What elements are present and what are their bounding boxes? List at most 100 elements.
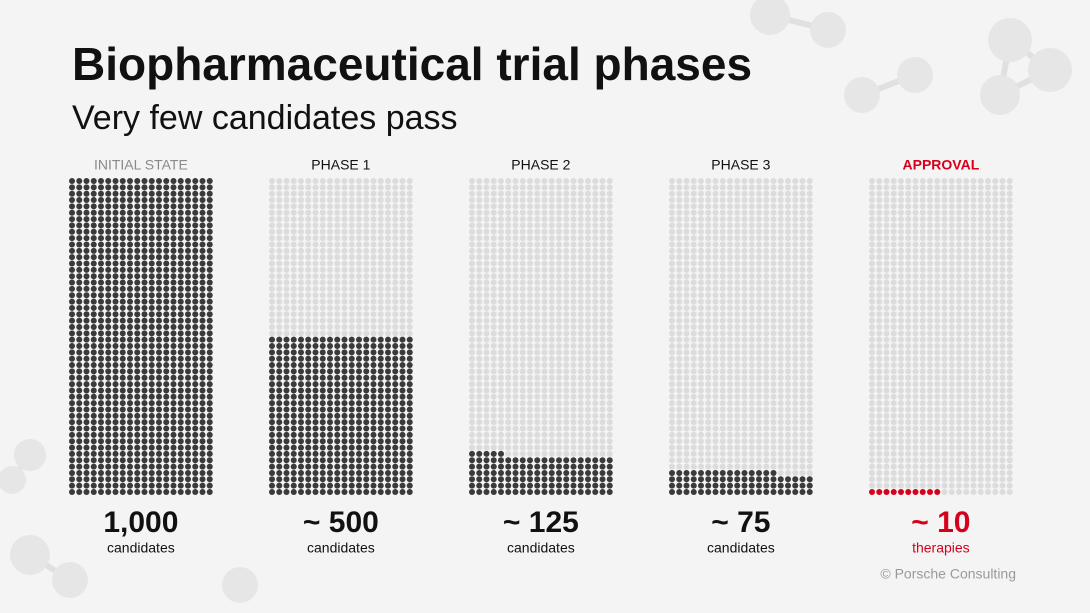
empty-dot (977, 381, 984, 388)
dot (69, 292, 75, 299)
dot (334, 469, 341, 476)
dot (269, 343, 275, 350)
empty-dot (799, 412, 806, 419)
empty-dot (476, 425, 483, 432)
empty-dot (934, 203, 941, 210)
dot (199, 482, 206, 489)
empty-dot (341, 241, 348, 248)
empty-dot (377, 285, 384, 292)
dot (177, 266, 184, 273)
empty-dot (748, 247, 755, 254)
empty-dot (956, 489, 962, 495)
empty-dot (556, 323, 562, 330)
dot (177, 381, 184, 388)
empty-dot (956, 292, 962, 299)
dot (90, 190, 97, 197)
empty-dot (505, 431, 512, 438)
empty-dot (363, 190, 370, 197)
empty-dot (392, 190, 399, 197)
empty-dot (392, 292, 399, 299)
empty-dot (519, 209, 526, 216)
empty-dot (592, 425, 599, 432)
dot (399, 450, 406, 457)
empty-dot (298, 330, 304, 337)
empty-dot (970, 400, 977, 407)
empty-dot (341, 235, 348, 242)
empty-dot (548, 273, 555, 280)
empty-dot (890, 216, 897, 223)
empty-dot (469, 228, 475, 235)
empty-dot (570, 431, 577, 438)
empty-dot (777, 260, 784, 267)
empty-dot (777, 247, 784, 254)
empty-dot (741, 254, 748, 261)
empty-dot (741, 450, 748, 457)
empty-dot (606, 444, 613, 451)
empty-dot (519, 450, 526, 457)
empty-dot (469, 260, 475, 267)
empty-dot (963, 203, 970, 210)
dot (141, 438, 148, 445)
dot (69, 400, 75, 407)
empty-dot (669, 311, 675, 318)
dot (606, 457, 613, 464)
empty-dot (756, 216, 762, 223)
empty-dot (727, 216, 733, 223)
empty-dot (592, 273, 599, 280)
empty-dot (399, 228, 406, 235)
empty-dot (705, 362, 712, 369)
empty-dot (592, 368, 599, 375)
empty-dot (298, 304, 304, 311)
dot (163, 489, 170, 495)
empty-dot (992, 241, 999, 248)
empty-dot (269, 298, 275, 305)
dot (98, 362, 104, 369)
empty-dot (490, 444, 497, 451)
dot (377, 469, 384, 476)
empty-dot (977, 292, 984, 299)
empty-dot (977, 444, 984, 451)
dot (119, 241, 126, 248)
empty-dot (527, 362, 533, 369)
empty-dot (512, 368, 519, 375)
dot (112, 298, 119, 305)
empty-dot (869, 190, 875, 197)
dot (327, 431, 333, 438)
empty-dot (469, 285, 475, 292)
dot (283, 482, 290, 489)
empty-dot (570, 343, 577, 350)
dot (392, 425, 399, 432)
dot (156, 203, 162, 210)
empty-dot (385, 266, 391, 273)
dot (577, 463, 584, 470)
empty-dot (977, 216, 984, 223)
dot (370, 482, 377, 489)
empty-dot (341, 292, 348, 299)
dot (177, 463, 184, 470)
dot (112, 197, 119, 204)
empty-dot (548, 197, 555, 204)
empty-dot (792, 406, 799, 413)
empty-dot (476, 400, 483, 407)
dot (83, 400, 90, 407)
empty-dot (734, 336, 741, 343)
dot (83, 419, 90, 426)
empty-dot (283, 260, 290, 267)
dot (727, 476, 733, 483)
dot (370, 362, 377, 369)
empty-dot (290, 330, 297, 337)
empty-dot (748, 463, 755, 470)
empty-dot (948, 469, 955, 476)
dot (585, 457, 591, 464)
empty-dot (541, 419, 548, 426)
empty-dot (512, 209, 519, 216)
empty-dot (948, 336, 955, 343)
dot (298, 393, 304, 400)
empty-dot (748, 393, 755, 400)
empty-dot (992, 355, 999, 362)
empty-dot (676, 393, 683, 400)
dot (127, 330, 133, 337)
dot (76, 336, 83, 343)
dot (170, 400, 177, 407)
empty-dot (934, 482, 941, 489)
